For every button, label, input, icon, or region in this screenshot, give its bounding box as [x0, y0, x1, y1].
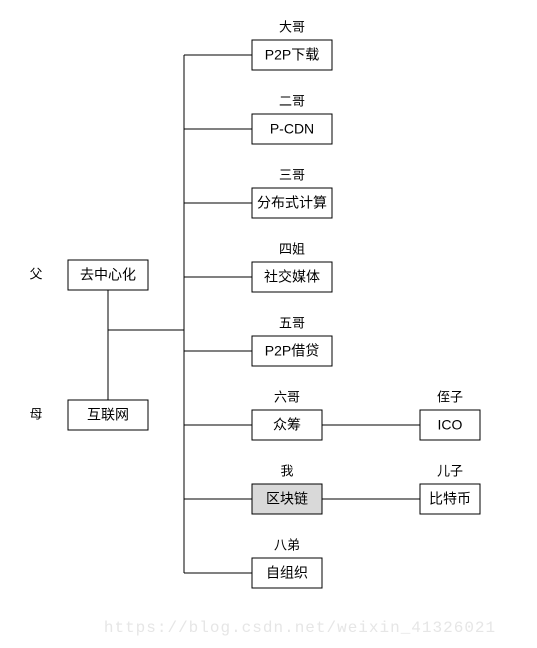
- children.7-label: 自组织: [266, 565, 308, 581]
- children.6-label: 区块链: [266, 491, 308, 507]
- children.0-label: P2P下载: [265, 47, 319, 63]
- parents.mother-label: 互联网: [87, 407, 129, 423]
- children.5-role: 六哥: [274, 389, 300, 404]
- parents.father-label: 去中心化: [80, 267, 136, 283]
- children.2-label: 分布式计算: [257, 195, 327, 211]
- grandchildren.0-role: 侄子: [437, 389, 463, 404]
- children.1-label: P-CDN: [270, 121, 314, 137]
- children.0-role: 大哥: [279, 19, 305, 34]
- grandchildren.0-label: ICO: [438, 417, 463, 433]
- children.5-label: 众筹: [273, 417, 301, 433]
- children.4-label: P2P借贷: [265, 343, 319, 359]
- children.3-role: 四姐: [279, 241, 305, 256]
- children.2-role: 三哥: [279, 167, 305, 182]
- grandchildren.1-role: 儿子: [437, 463, 463, 478]
- mother-role: 母: [29, 406, 42, 421]
- children.6-role: 我: [280, 463, 293, 478]
- grandchildren.1-label: 比特币: [429, 491, 471, 507]
- children.7-role: 八弟: [274, 537, 300, 552]
- watermark: https://blog.csdn.net/weixin_41326021: [104, 619, 496, 637]
- children.3-label: 社交媒体: [264, 269, 320, 285]
- children.1-role: 二哥: [279, 93, 305, 108]
- children.4-role: 五哥: [279, 315, 305, 330]
- father-role: 父: [29, 266, 42, 281]
